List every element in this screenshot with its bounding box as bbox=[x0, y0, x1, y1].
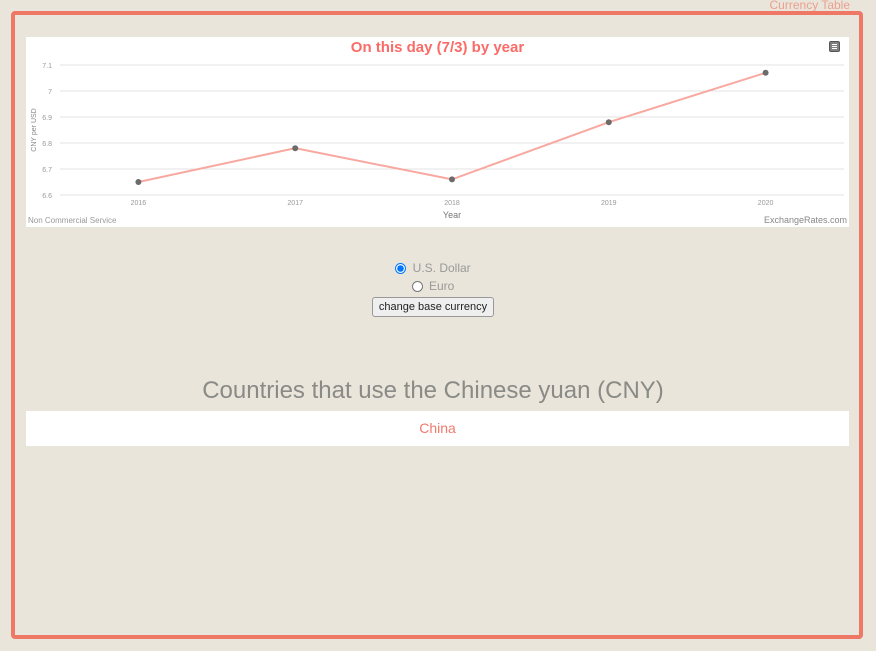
data-point bbox=[605, 119, 612, 126]
usd-radio-label: U.S. Dollar bbox=[412, 261, 471, 275]
y-tick-label: 7.1 bbox=[42, 63, 52, 70]
eur-radio[interactable] bbox=[411, 281, 423, 293]
hamburger-menu-icon[interactable] bbox=[829, 41, 840, 52]
y-tick-label: 6.6 bbox=[42, 193, 52, 200]
eur-radio-label: Euro bbox=[428, 279, 455, 293]
y-tick-label: 7 bbox=[48, 89, 52, 96]
chart-credit-right[interactable]: ExchangeRates.com bbox=[763, 215, 847, 225]
x-axis-title: Year bbox=[443, 210, 461, 220]
data-point bbox=[449, 176, 455, 183]
country-link-china[interactable]: China bbox=[419, 420, 456, 436]
y-tick-label: 6.9 bbox=[42, 115, 52, 122]
x-tick-label: 2020 bbox=[758, 200, 774, 207]
y-tick-label: 6.7 bbox=[42, 167, 52, 174]
usd-radio[interactable] bbox=[395, 263, 407, 275]
change-base-currency-button[interactable]: change base currency bbox=[371, 297, 495, 317]
x-tick-label: 2019 bbox=[601, 200, 617, 207]
radio-option-usd[interactable]: U.S. Dollar bbox=[15, 259, 851, 277]
radio-option-eur[interactable]: Euro bbox=[15, 277, 851, 295]
y-tick-label: 6.8 bbox=[42, 141, 52, 148]
x-tick-label: 2016 bbox=[131, 200, 147, 207]
series-line bbox=[138, 71, 766, 183]
line-chart: 6.6 6.7 6.8 6.9 7 7.1 2016 2017 2018 2019 2020 Year… bbox=[31, 63, 844, 220]
x-tick-label: 2017 bbox=[287, 200, 303, 207]
chart-credit-left[interactable]: Non Commercial Service bbox=[28, 216, 117, 225]
content-frame: 6.6 6.7 6.8 6.9 7 7.1 2016 2017 2018 2019 2020 Year… bbox=[11, 11, 863, 639]
data-point bbox=[292, 145, 299, 152]
countries-list: China bbox=[26, 411, 849, 446]
chart-container: 6.6 6.7 6.8 6.9 7 7.1 2016 2017 2018 2019 2020 Year… bbox=[26, 37, 849, 227]
x-tick-label: 2018 bbox=[444, 200, 460, 207]
y-axis-title: CNY per USD bbox=[31, 108, 38, 151]
header-link[interactable]: Currency Table bbox=[769, 0, 850, 12]
chart-title: On this day (7/3) by year bbox=[350, 39, 525, 56]
base-currency-controls: U.S. Dollar Euro change base currency bbox=[15, 259, 851, 317]
data-point bbox=[135, 179, 142, 185]
countries-heading: Countries that use the Chinese yuan (CNY… bbox=[202, 377, 664, 404]
data-point bbox=[762, 69, 769, 76]
